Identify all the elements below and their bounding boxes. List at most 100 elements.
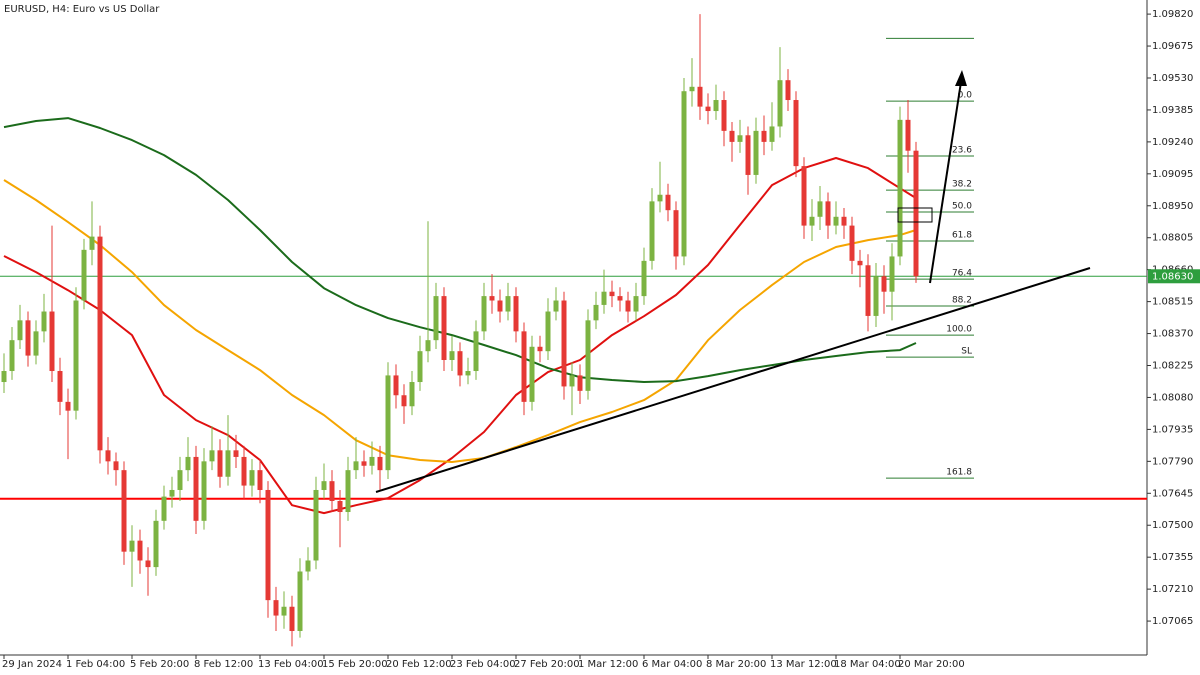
- x-tick-label: 8 Feb 12:00: [194, 659, 253, 670]
- candle-body: [265, 489, 271, 601]
- x-tick-label: 15 Feb 20:00: [322, 659, 388, 670]
- candle-body: [17, 320, 23, 341]
- chart-title: EURUSD, H4: Euro vs US Dollar: [4, 4, 160, 15]
- candle-body: [649, 201, 655, 261]
- y-tick-label: 1.09675: [1152, 41, 1193, 52]
- candle-body: [409, 382, 415, 407]
- candle-body: [345, 470, 351, 513]
- candle-body: [97, 236, 103, 451]
- y-tick-label: 1.08370: [1152, 329, 1193, 340]
- candle-body: [369, 456, 375, 466]
- candle-body: [537, 346, 543, 352]
- candle-body: [857, 260, 863, 266]
- candle-body: [473, 331, 479, 372]
- candle-body: [825, 201, 831, 226]
- fib-label: 50.0: [952, 201, 972, 211]
- candle-body: [601, 291, 607, 305]
- candle-body: [681, 91, 687, 257]
- candle-body: [617, 296, 623, 301]
- candle-body: [521, 331, 527, 402]
- candle-body: [161, 496, 167, 521]
- candle-body: [145, 560, 151, 568]
- candle-body: [905, 119, 911, 151]
- moving-average: [3, 179, 917, 463]
- fib-label: 100.0: [946, 325, 972, 335]
- candle-body: [153, 520, 159, 568]
- candle-body: [337, 500, 343, 513]
- x-tick-label: 27 Feb 20:00: [514, 659, 580, 670]
- candle-body: [785, 80, 791, 101]
- candle-body: [913, 150, 919, 277]
- x-tick-label: 20 Mar 20:00: [898, 659, 965, 670]
- fib-label: 88.2: [952, 296, 972, 306]
- x-tick-label: 13 Feb 04:00: [258, 659, 324, 670]
- candle-body: [585, 320, 591, 391]
- x-tick-label: 20 Feb 12:00: [386, 659, 452, 670]
- candle-body: [873, 276, 879, 316]
- candle-body: [673, 210, 679, 257]
- fib-label: SL: [961, 347, 972, 357]
- candle-body: [305, 560, 311, 572]
- forecast-arrow: [929, 81, 962, 284]
- fib-label: 161.8: [946, 468, 972, 478]
- candle-body: [737, 135, 743, 142]
- candle-body: [209, 450, 215, 462]
- y-tick-label: 1.08515: [1152, 297, 1193, 308]
- candle-body: [849, 225, 855, 261]
- candle-body: [233, 450, 239, 457]
- candle-body: [41, 311, 47, 332]
- candle-body: [57, 371, 63, 402]
- candle-body: [753, 130, 759, 175]
- candle-body: [865, 265, 871, 316]
- candle-body: [761, 130, 767, 142]
- candle-body: [497, 300, 503, 312]
- fib-label: 0.0: [958, 91, 973, 101]
- candle-body: [105, 450, 111, 462]
- candle-body: [25, 320, 31, 356]
- candle-body: [281, 606, 287, 616]
- candle-body: [81, 249, 87, 301]
- candle-body: [641, 260, 647, 297]
- candle-body: [529, 346, 535, 402]
- candle-body: [441, 296, 447, 360]
- y-tick-label: 1.09530: [1152, 73, 1193, 84]
- candle-body: [625, 300, 631, 312]
- candle-body: [809, 216, 815, 226]
- fib-label: 61.8: [952, 231, 972, 241]
- y-tick-label: 1.09385: [1152, 105, 1193, 116]
- x-tick-label: 1 Feb 04:00: [66, 659, 125, 670]
- candle-body: [201, 461, 207, 521]
- candle-body: [113, 461, 119, 471]
- fib-label: 38.2: [952, 180, 972, 190]
- candle-body: [817, 201, 823, 217]
- candle-body: [313, 489, 319, 561]
- candle-body: [449, 351, 455, 360]
- candle-body: [609, 291, 615, 297]
- candle-body: [65, 401, 71, 411]
- candle-body: [9, 340, 15, 372]
- candle-body: [241, 456, 247, 486]
- y-tick-label: 1.07065: [1152, 616, 1193, 627]
- y-tick-label: 1.08950: [1152, 201, 1193, 212]
- candle-body: [121, 470, 127, 552]
- candle-body: [401, 395, 407, 407]
- candle-body: [257, 470, 263, 490]
- y-tick-label: 1.07935: [1152, 424, 1193, 435]
- x-tick-label: 6 Mar 04:00: [642, 659, 702, 670]
- candle-body: [465, 371, 471, 376]
- y-tick-label: 1.07645: [1152, 488, 1193, 499]
- candle-body: [889, 256, 895, 292]
- candle-body: [769, 126, 775, 142]
- candle-body: [593, 304, 599, 321]
- fib-label: 23.6: [952, 145, 972, 155]
- candle-body: [489, 296, 495, 301]
- candle-body: [561, 300, 567, 387]
- moving-average: [3, 157, 917, 515]
- candle-body: [425, 340, 431, 352]
- y-tick-label: 1.09820: [1152, 9, 1193, 20]
- x-tick-label: 23 Feb 04:00: [450, 659, 516, 670]
- candle-body: [553, 300, 559, 312]
- candle-body: [225, 450, 231, 477]
